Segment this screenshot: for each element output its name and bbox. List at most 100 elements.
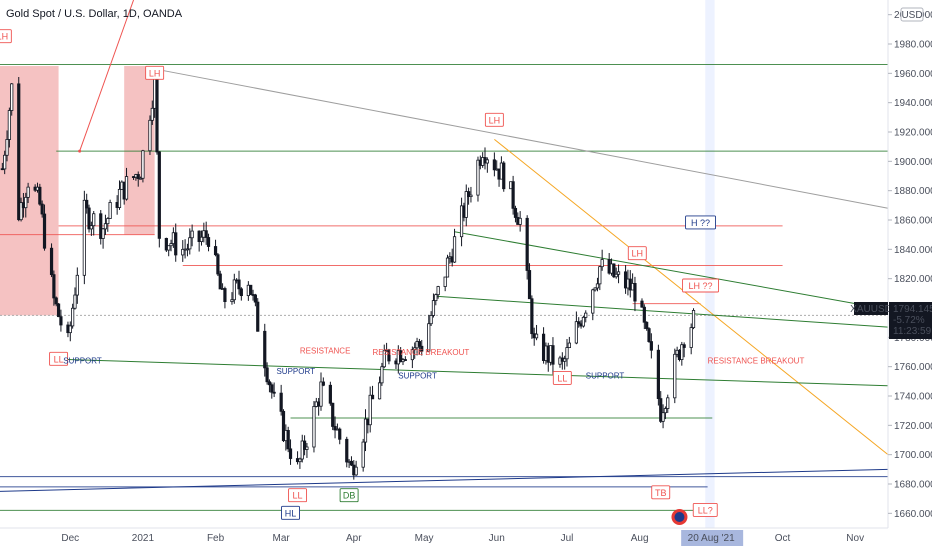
candle: [417, 338, 421, 355]
candle-body: [213, 246, 218, 256]
candle: [108, 199, 112, 219]
candle-body: [71, 307, 75, 327]
candle: [656, 344, 660, 406]
candle-body: [216, 254, 220, 275]
candle-body: [574, 321, 578, 344]
price-axis[interactable]: 2000.0001980.0001960.0001940.0001920.000…: [887, 0, 932, 528]
last-price-line: 1794.145: [893, 304, 932, 315]
candle: [649, 333, 653, 359]
candle-body: [164, 237, 168, 251]
candle: [616, 264, 621, 284]
candle: [420, 339, 424, 356]
candle-body: [600, 259, 604, 268]
candle: [377, 376, 382, 400]
candle-body: [87, 207, 91, 230]
candle: [155, 67, 159, 155]
candle: [518, 211, 522, 232]
candle-body: [263, 330, 267, 369]
candle: [305, 442, 309, 458]
currency-box: [900, 7, 924, 22]
candle: [338, 427, 342, 445]
candle: [136, 171, 140, 187]
candle-body: [420, 345, 424, 352]
candle: [368, 386, 372, 433]
price-tick-label: 1660.000: [894, 509, 932, 520]
candle: [75, 267, 79, 304]
candle-body: [185, 248, 190, 251]
candle: [614, 267, 618, 279]
candle: [7, 107, 11, 148]
candle-body: [434, 294, 438, 302]
candle: [197, 230, 201, 252]
candle-body: [577, 321, 581, 325]
candle-body: [377, 382, 382, 400]
candle-body: [286, 430, 290, 450]
time-tick-label: May: [415, 533, 434, 544]
pivot-label: HL: [281, 505, 300, 520]
candle-body: [237, 279, 241, 290]
candle: [87, 204, 91, 233]
candle: [68, 321, 72, 342]
candle-body: [591, 289, 595, 314]
candle: [563, 355, 567, 370]
candle: [476, 156, 480, 202]
annotations: LH LH LH LH LH ?? H ?? LL LL DB HL LL TB LL? SUPPORT S…: [0, 29, 804, 520]
candle-body: [370, 394, 375, 400]
candle-body: [19, 202, 23, 221]
candle-body: [319, 381, 323, 407]
candle: [295, 451, 300, 465]
candle-body: [167, 245, 171, 251]
candle-body: [565, 347, 569, 360]
pivot-label-text: LL: [293, 491, 303, 501]
pivot-label-text: LL?: [698, 505, 713, 515]
candle: [443, 276, 447, 292]
candle: [682, 342, 686, 358]
candle-body: [640, 300, 644, 308]
trend-lines: [0, 0, 889, 492]
candle: [577, 317, 581, 328]
candle: [5, 130, 9, 162]
time-axis[interactable]: Dec2021FebMarAprMayJunJulAugSepOctNov20 …: [0, 509, 888, 546]
pivot-label-text: LH: [632, 249, 644, 259]
time-highlight: [705, 0, 715, 528]
pivot-label-box: [145, 65, 165, 80]
price-tick-label: 1940.000: [894, 98, 932, 109]
candle: [117, 180, 122, 210]
candle-body: [7, 110, 11, 140]
candle-body: [666, 397, 670, 409]
candle-body: [363, 418, 368, 443]
candle-body: [312, 406, 316, 448]
candle-body: [595, 283, 600, 289]
candle: [691, 308, 696, 330]
candle: [403, 356, 407, 361]
candle-body: [616, 271, 621, 275]
candle-body: [368, 394, 372, 426]
candle-body: [469, 194, 473, 197]
price-tick-label: 1760.000: [894, 362, 932, 373]
pivot-label-box: [651, 485, 671, 500]
candle: [452, 228, 457, 263]
pivot-label: H ??: [685, 215, 717, 230]
candle-body: [92, 213, 96, 227]
candle: [593, 287, 597, 292]
candle-body: [101, 228, 105, 239]
pivot-label-box: [484, 112, 504, 127]
candle: [436, 285, 440, 299]
candle: [204, 221, 208, 245]
candle-body: [663, 408, 668, 414]
candle: [534, 324, 539, 341]
pivot-label-text: LH: [489, 115, 501, 125]
candle: [199, 230, 204, 246]
candle: [659, 391, 663, 423]
annotation-text: RESISTANCE: [300, 346, 351, 355]
candle: [185, 243, 190, 257]
candle-body: [338, 428, 342, 440]
candle-body: [181, 248, 185, 256]
pivot-label-text: DB: [343, 491, 356, 501]
candle: [642, 304, 646, 330]
candle-body: [380, 366, 384, 384]
candle: [467, 187, 471, 205]
candle-body: [106, 218, 110, 225]
candle: [434, 293, 438, 306]
